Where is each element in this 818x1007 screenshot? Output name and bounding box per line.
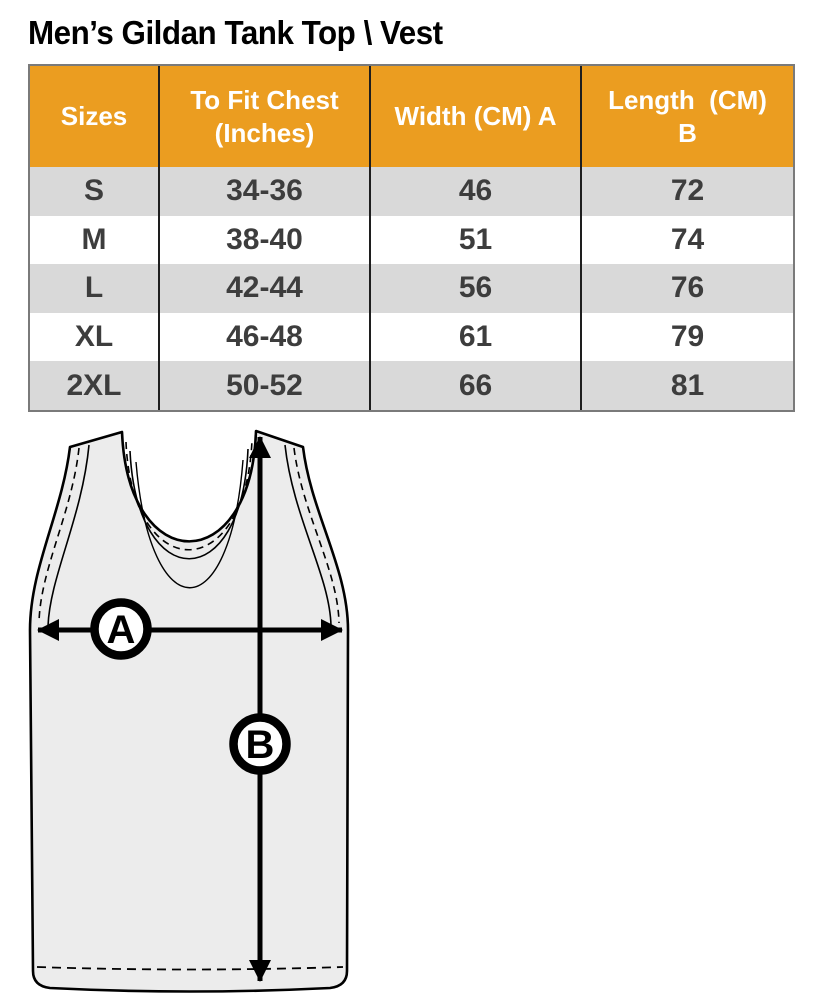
header-line: B (678, 117, 697, 148)
right-armhole-stitch-dashed (293, 447, 340, 624)
column-header-length: Length (CM) B (582, 66, 793, 167)
column-header-width: Width (CM) A (371, 66, 582, 167)
table-cell: 50-52 (160, 361, 371, 410)
page-title: Men’s Gildan Tank Top \ Vest (28, 14, 443, 51)
table-cell: L (30, 264, 160, 313)
width-label-circle (90, 598, 152, 660)
length-label: B (246, 723, 275, 767)
table-cell: 72 (582, 167, 793, 216)
neck-stitch-dashed (125, 439, 253, 551)
left-armhole-inner (47, 444, 90, 627)
table-cell: 51 (371, 215, 582, 265)
tank-top-svg: A B (28, 429, 350, 993)
table-cell: 46 (371, 167, 582, 216)
header-line: Length (CM) (608, 84, 767, 115)
right-armhole-inner (284, 444, 332, 627)
neck-band-inner (129, 448, 249, 560)
column-header-sizes: Sizes (30, 66, 160, 167)
width-label: A (107, 608, 136, 652)
table-cell: 46-48 (160, 312, 371, 362)
table-cell: 61 (371, 312, 582, 362)
table-cell: 2XL (30, 361, 160, 410)
table-cell: S (30, 167, 160, 216)
table-cell: 66 (371, 361, 582, 410)
table-cell: 56 (371, 264, 582, 313)
neck-band-bottom (135, 459, 244, 589)
table-cell: M (30, 215, 160, 265)
tank-top-diagram: A B (0, 418, 400, 1007)
header-line: To Fit Chest (190, 84, 339, 115)
table-cell: XL (30, 312, 160, 362)
size-table: Sizes To Fit Chest (Inches) Width (CM) A… (28, 64, 795, 412)
table-cell: 81 (582, 361, 793, 410)
hem-stitch-dashed (36, 966, 344, 971)
header-line: Width (CM) A (394, 101, 557, 131)
table-cell: 76 (582, 264, 793, 313)
left-armhole-stitch-dashed (38, 447, 80, 624)
header-line: Sizes (60, 101, 128, 131)
length-label-circle (229, 713, 291, 775)
table-cell: 34-36 (160, 167, 371, 216)
table-cell: 42-44 (160, 264, 371, 313)
table-cell: 74 (582, 215, 793, 265)
column-header-chest: To Fit Chest (Inches) (160, 66, 371, 167)
table-cell: 38-40 (160, 215, 371, 265)
table-cell: 79 (582, 312, 793, 362)
header-line: (Inches) (214, 117, 315, 148)
